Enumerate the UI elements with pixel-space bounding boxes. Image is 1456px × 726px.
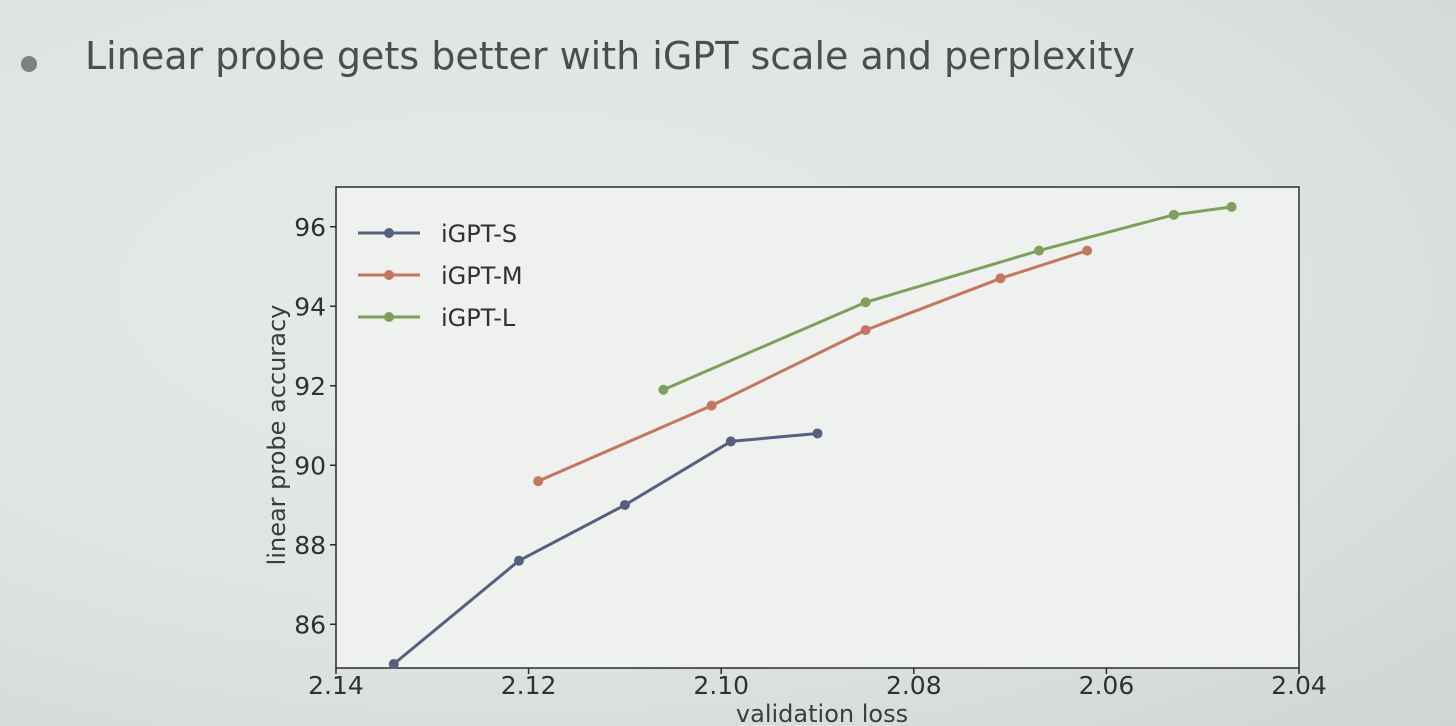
y-tick-label: 90 bbox=[294, 451, 326, 480]
x-tick-label: 2.12 bbox=[501, 671, 557, 700]
y-tick-label: 96 bbox=[294, 213, 326, 242]
y-tick-label: 94 bbox=[294, 292, 326, 321]
legend-marker-igpt-m bbox=[384, 270, 394, 280]
data-point-igpt-m bbox=[995, 273, 1006, 284]
y-axis-ticks: 86 88 90 92 94 96 bbox=[294, 213, 336, 639]
data-point-igpt-l bbox=[860, 297, 871, 308]
data-point-igpt-m bbox=[1082, 245, 1093, 256]
data-point-igpt-l bbox=[1033, 245, 1044, 256]
data-point-igpt-l bbox=[1226, 201, 1237, 212]
x-axis-label: validation loss bbox=[736, 700, 908, 726]
x-tick-label: 2.08 bbox=[886, 671, 942, 700]
data-point-igpt-s bbox=[725, 436, 736, 447]
y-tick-label: 88 bbox=[294, 531, 326, 560]
data-point-igpt-m bbox=[860, 325, 871, 336]
legend-label-igpt-s: iGPT-S bbox=[441, 220, 517, 248]
y-tick-label: 92 bbox=[294, 372, 326, 401]
x-tick-label: 2.14 bbox=[308, 671, 364, 700]
slide-bullet-text: Linear probe gets better with iGPT scale… bbox=[85, 34, 1135, 78]
series-layer bbox=[388, 201, 1237, 670]
data-point-igpt-m bbox=[706, 400, 717, 411]
data-point-igpt-s bbox=[388, 659, 399, 670]
legend-label-igpt-m: iGPT-M bbox=[441, 262, 523, 290]
legend-marker-igpt-s bbox=[384, 228, 394, 238]
data-point-igpt-l bbox=[1168, 209, 1179, 220]
data-point-igpt-s bbox=[812, 428, 823, 439]
data-point-igpt-l bbox=[658, 384, 669, 395]
x-axis-ticks: 2.14 2.12 2.10 2.08 2.06 2.04 bbox=[308, 668, 1327, 700]
x-tick-label: 2.06 bbox=[1079, 671, 1135, 700]
data-point-igpt-s bbox=[619, 500, 630, 511]
x-tick-label: 2.04 bbox=[1271, 671, 1327, 700]
data-point-igpt-s bbox=[513, 555, 524, 566]
legend-label-igpt-l: iGPT-L bbox=[441, 304, 516, 332]
x-tick-label: 2.10 bbox=[693, 671, 749, 700]
legend: iGPT-S iGPT-M iGPT-L bbox=[358, 220, 523, 332]
data-point-igpt-m bbox=[533, 476, 544, 487]
y-tick-label: 86 bbox=[294, 610, 326, 639]
y-axis-label: linear probe accuracy bbox=[263, 305, 291, 566]
bullet-dot bbox=[21, 56, 37, 72]
plot-area-background bbox=[335, 186, 1300, 669]
legend-marker-igpt-l bbox=[384, 312, 394, 322]
